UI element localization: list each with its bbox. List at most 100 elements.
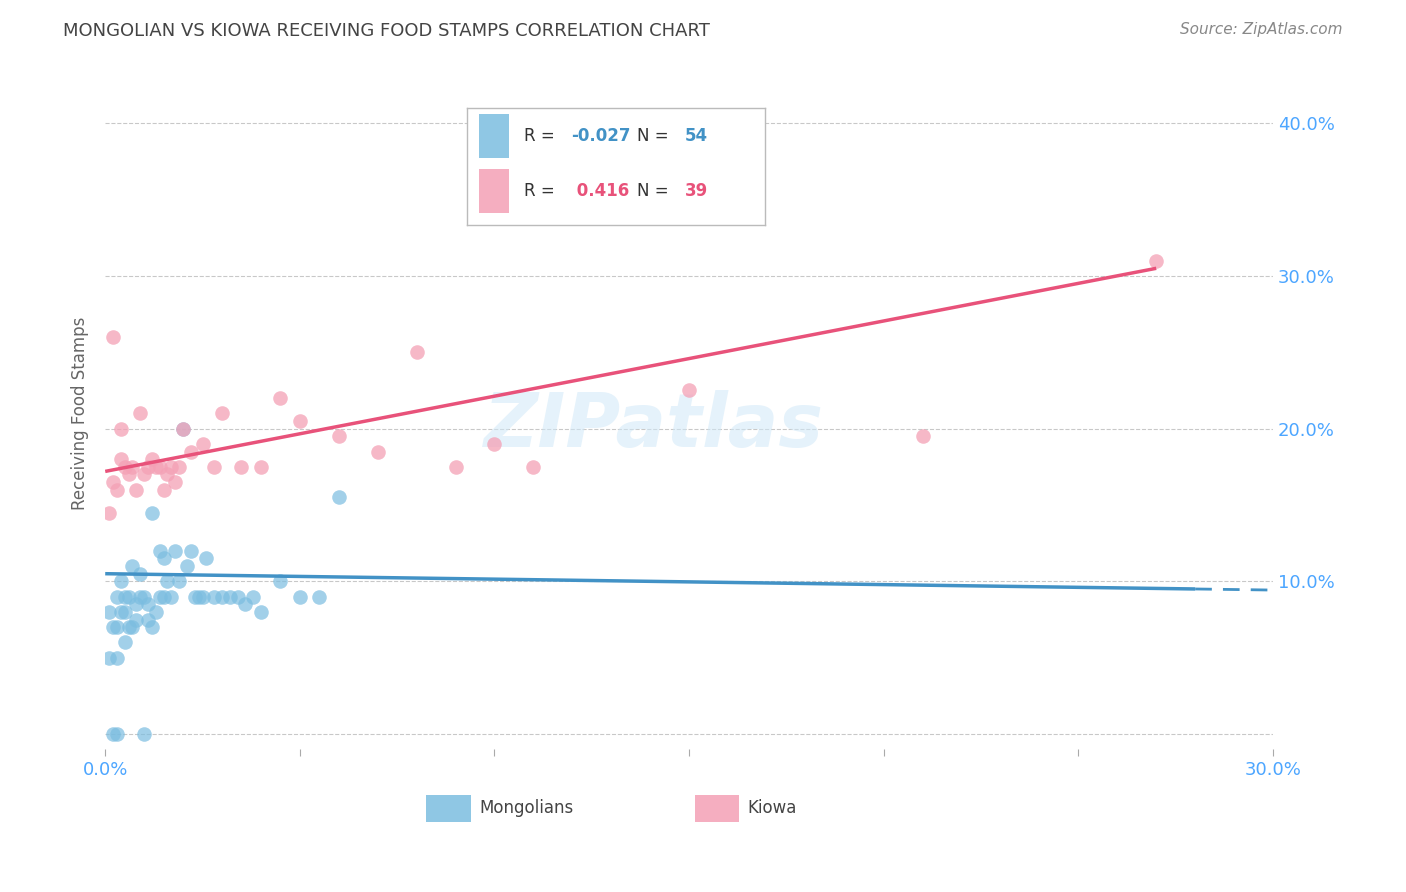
Point [145, 605, 167, 619]
Point [129, 566, 152, 581]
Point [911, 429, 934, 443]
Point [105, 650, 128, 665]
Point [149, 590, 172, 604]
Point [145, 459, 167, 474]
Point [101, 727, 124, 741]
Point [242, 590, 264, 604]
Point [367, 444, 389, 458]
Point [136, 597, 159, 611]
Point [98, 506, 121, 520]
Point [156, 467, 179, 482]
Bar [426, 795, 471, 822]
Point [180, 543, 202, 558]
Point [484, 437, 506, 451]
Point [101, 475, 124, 489]
Point [114, 605, 136, 619]
Point [152, 551, 174, 566]
Point [1144, 253, 1167, 268]
Point [165, 543, 187, 558]
Point [226, 590, 249, 604]
Point [117, 467, 139, 482]
Point [191, 437, 214, 451]
Point [202, 459, 225, 474]
Point [125, 597, 148, 611]
Point [101, 330, 124, 344]
Point [141, 620, 163, 634]
Point [678, 384, 700, 398]
Point [110, 422, 132, 436]
Point [160, 590, 183, 604]
Point [141, 506, 163, 520]
Point [129, 590, 152, 604]
Point [134, 590, 156, 604]
Point [125, 613, 148, 627]
Point [211, 406, 233, 420]
Point [121, 459, 143, 474]
Point [105, 727, 128, 741]
Point [114, 459, 136, 474]
Point [134, 467, 156, 482]
Point [235, 597, 257, 611]
Point [172, 422, 194, 436]
Point [160, 459, 183, 474]
Point [156, 574, 179, 589]
Point [105, 483, 128, 497]
Point [288, 414, 311, 428]
Text: Mongolians: Mongolians [479, 799, 574, 817]
Point [172, 422, 194, 436]
Point [444, 459, 467, 474]
Point [114, 590, 136, 604]
Point [98, 650, 121, 665]
Point [149, 543, 172, 558]
Point [117, 590, 139, 604]
Point [98, 605, 121, 619]
Point [195, 551, 218, 566]
Y-axis label: Receiving Food Stamps: Receiving Food Stamps [72, 317, 89, 510]
Point [184, 590, 207, 604]
Text: Kiowa: Kiowa [748, 799, 797, 817]
Point [110, 605, 132, 619]
Point [328, 491, 350, 505]
Point [114, 635, 136, 649]
Point [202, 590, 225, 604]
Point [121, 620, 143, 634]
Point [121, 559, 143, 574]
Point [152, 483, 174, 497]
Point [165, 475, 187, 489]
Point [152, 590, 174, 604]
Point [405, 345, 427, 359]
Point [180, 444, 202, 458]
Point [231, 459, 253, 474]
Point [191, 590, 214, 604]
Text: MONGOLIAN VS KIOWA RECEIVING FOOD STAMPS CORRELATION CHART: MONGOLIAN VS KIOWA RECEIVING FOOD STAMPS… [63, 22, 710, 40]
Point [105, 590, 128, 604]
Point [328, 429, 350, 443]
Point [218, 590, 240, 604]
Point [522, 459, 544, 474]
Point [110, 452, 132, 467]
Text: Source: ZipAtlas.com: Source: ZipAtlas.com [1180, 22, 1343, 37]
Text: ZIPatlas: ZIPatlas [484, 391, 824, 463]
Point [250, 459, 273, 474]
Point [250, 605, 273, 619]
Point [117, 620, 139, 634]
Point [129, 406, 152, 420]
Point [149, 459, 172, 474]
Point [167, 574, 190, 589]
Point [105, 620, 128, 634]
Point [187, 590, 209, 604]
Point [136, 459, 159, 474]
Point [141, 452, 163, 467]
Point [269, 391, 291, 405]
Point [101, 620, 124, 634]
Point [269, 574, 291, 589]
Point [176, 559, 198, 574]
Point [211, 590, 233, 604]
Bar [695, 795, 740, 822]
Point [288, 590, 311, 604]
Point [125, 483, 148, 497]
Point [308, 590, 330, 604]
Point [136, 613, 159, 627]
Point [167, 459, 190, 474]
Point [110, 574, 132, 589]
